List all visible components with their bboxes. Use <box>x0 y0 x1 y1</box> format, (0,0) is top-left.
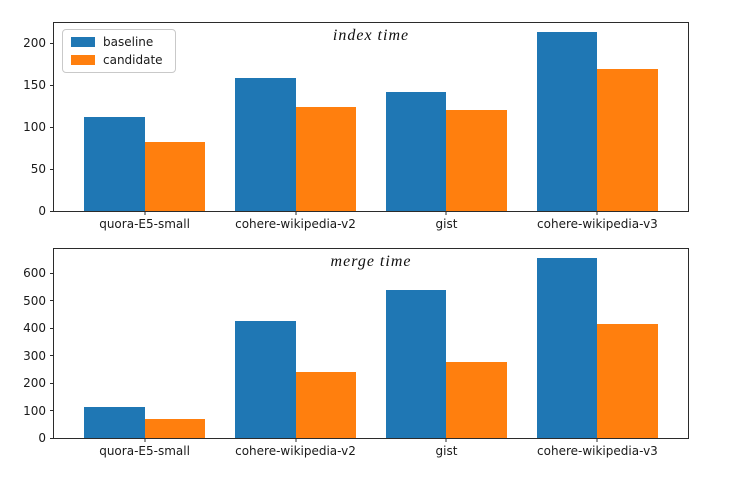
x-tick-label-cohere-wikipedia-v2: cohere-wikipedia-v2 <box>235 444 356 458</box>
legend: baseline candidate <box>62 29 176 73</box>
x-tick-label-cohere-wikipedia-v2: cohere-wikipedia-v2 <box>235 217 356 231</box>
y-tick-label: 0 <box>38 204 46 218</box>
plot-area-merge-time: merge time 0 100 200 300 400 500 600 quora-E5-s… <box>23 248 689 457</box>
y-tick <box>50 437 54 439</box>
legend-item-baseline: baseline <box>71 36 163 48</box>
y-tick-label: 200 <box>23 376 46 391</box>
y-tick <box>50 272 54 274</box>
bar-baseline-quora-E5-small <box>84 407 145 438</box>
y-tick <box>50 355 54 357</box>
y-tick-label: 300 <box>23 348 46 363</box>
y-tick <box>50 126 54 128</box>
x-tick <box>445 438 447 442</box>
y-tick-label: 150 <box>23 78 46 93</box>
x-tick <box>596 211 598 215</box>
legend-swatch-candidate-icon <box>71 55 95 65</box>
bar-baseline-cohere-wikipedia-v3 <box>537 32 598 211</box>
bar-baseline-cohere-wikipedia-v2 <box>235 78 296 211</box>
bar-candidate-cohere-wikipedia-v2 <box>295 372 356 438</box>
y-tick-label: 50 <box>30 162 46 177</box>
x-tick <box>445 211 447 215</box>
y-tick <box>50 210 54 212</box>
legend-label-candidate: candidate <box>103 53 163 67</box>
bar-baseline-quora-E5-small <box>84 117 145 211</box>
x-tick <box>144 211 146 215</box>
bar-candidate-cohere-wikipedia-v2 <box>295 106 356 211</box>
x-tick-label-quora-E5-small: quora-E5-small <box>99 217 190 231</box>
x-tick-label-cohere-wikipedia-v3: cohere-wikipedia-v3 <box>537 444 658 458</box>
y-tick <box>50 168 54 170</box>
y-tick-label: 500 <box>23 293 46 308</box>
plot-area-index-time: index time baseline candidate 0 50 100 150 2… <box>23 22 689 230</box>
x-tick-label-cohere-wikipedia-v3: cohere-wikipedia-v3 <box>537 217 658 231</box>
bar-baseline-gist <box>386 289 447 438</box>
y-tick <box>50 327 54 329</box>
x-tick <box>144 438 146 442</box>
x-tick <box>596 438 598 442</box>
bar-candidate-gist <box>446 110 507 211</box>
legend-label-baseline: baseline <box>103 35 154 49</box>
y-tick-label: 100 <box>23 403 46 418</box>
bar-candidate-gist <box>446 361 507 438</box>
y-tick-label: 600 <box>23 266 46 281</box>
x-tick-label-quora-E5-small: quora-E5-small <box>99 444 190 458</box>
bar-baseline-cohere-wikipedia-v3 <box>537 258 598 438</box>
x-tick <box>295 211 297 215</box>
y-tick-label: 0 <box>38 431 46 445</box>
bar-candidate-cohere-wikipedia-v3 <box>597 69 658 211</box>
bar-candidate-cohere-wikipedia-v3 <box>597 324 658 438</box>
y-tick-label: 400 <box>23 321 46 336</box>
x-tick <box>295 438 297 442</box>
bar-baseline-gist <box>386 91 447 211</box>
x-tick-label-gist: gist <box>435 217 458 231</box>
y-tick <box>50 382 54 384</box>
chart-title-index-time: index time <box>332 27 410 44</box>
y-tick <box>50 410 54 412</box>
chart-title-merge-time: merge time <box>330 253 412 270</box>
x-tick-label-gist: gist <box>435 444 458 458</box>
y-tick <box>50 84 54 86</box>
y-tick-label: 200 <box>23 36 46 51</box>
legend-swatch-baseline-icon <box>71 37 95 47</box>
y-tick <box>50 300 54 302</box>
bar-candidate-quora-E5-small <box>144 142 205 211</box>
y-tick-label: 100 <box>23 120 46 135</box>
legend-item-candidate: candidate <box>71 54 163 66</box>
bar-baseline-cohere-wikipedia-v2 <box>235 321 296 438</box>
bar-candidate-quora-E5-small <box>144 418 205 438</box>
y-tick <box>50 42 54 44</box>
